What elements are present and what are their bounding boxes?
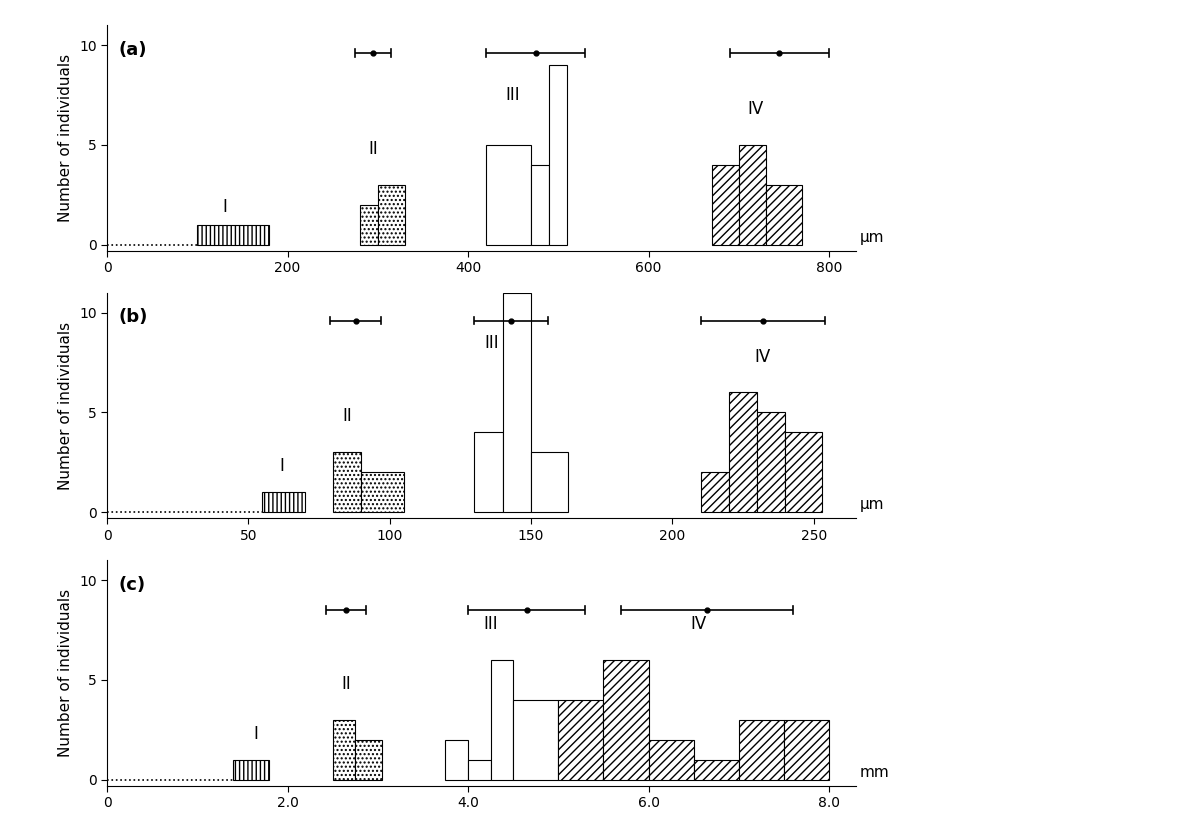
Text: III: III [505,86,521,104]
Text: IV: IV [755,348,770,365]
Text: IV: IV [690,615,706,633]
Bar [693,760,738,780]
Bar [757,412,786,512]
Bar [263,492,304,512]
Text: IV: IV [747,100,763,118]
Bar [603,660,648,780]
Bar [491,660,514,780]
Bar [360,205,378,245]
Bar [514,700,559,780]
Bar [486,145,531,245]
Bar [531,165,549,245]
Bar [333,452,361,512]
Bar [474,432,503,512]
Y-axis label: Number of individuals: Number of individuals [58,589,74,757]
Bar [197,225,270,245]
Text: III: III [484,334,498,352]
Y-axis label: Number of individuals: Number of individuals [58,54,74,222]
Bar [559,700,603,780]
Bar [446,740,468,780]
Bar [766,185,801,245]
Bar [786,432,822,512]
Bar [712,165,738,245]
Text: II: II [369,140,378,158]
Text: II: II [342,407,352,426]
Bar [729,392,757,512]
Bar [333,720,356,780]
Bar [468,760,491,780]
Bar [531,452,568,512]
Bar [738,720,784,780]
Text: II: II [341,675,351,693]
Text: μm: μm [860,230,885,245]
Bar [503,293,531,512]
Bar [549,65,567,245]
Text: (a): (a) [118,41,146,59]
Bar [700,472,729,512]
Bar [361,472,404,512]
Text: mm: mm [860,765,889,780]
Text: (b): (b) [118,308,147,326]
Text: (c): (c) [118,576,145,594]
Bar [378,185,404,245]
Text: I: I [253,725,258,743]
Bar [648,740,693,780]
Bar [356,740,383,780]
Y-axis label: Number of individuals: Number of individuals [58,321,74,490]
Text: III: III [483,615,498,633]
Bar [784,720,829,780]
Text: I: I [222,198,227,216]
Text: I: I [279,457,284,476]
Bar [738,145,766,245]
Bar [233,760,270,780]
Text: μm: μm [860,497,885,512]
